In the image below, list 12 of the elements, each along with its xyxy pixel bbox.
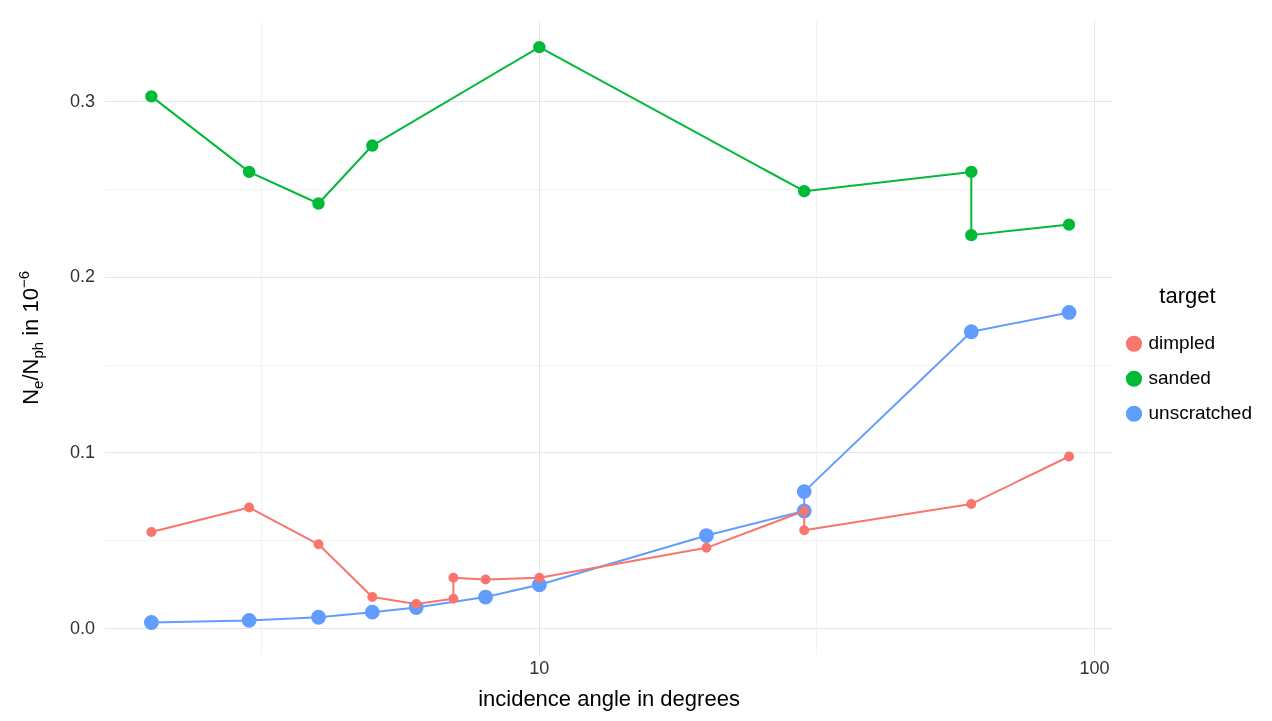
x-tick-label: 10 — [529, 657, 550, 678]
legend-label: unscratched — [1148, 401, 1253, 423]
legend-label: dimpled — [1148, 331, 1216, 353]
y-tick-label: 0.2 — [69, 266, 96, 287]
y-tick-label: 0.1 — [69, 441, 96, 462]
legend-title: target — [1159, 282, 1216, 308]
y-tick-label: 0.3 — [69, 90, 96, 111]
y-axis-title: Ne/Nph in 10−6 — [15, 270, 46, 405]
y-tick-label: 0.0 — [69, 617, 96, 638]
x-tick-label: 100 — [1079, 657, 1110, 678]
legend-label: sanded — [1148, 366, 1211, 388]
x-axis-title: incidence angle in degrees — [478, 685, 740, 711]
